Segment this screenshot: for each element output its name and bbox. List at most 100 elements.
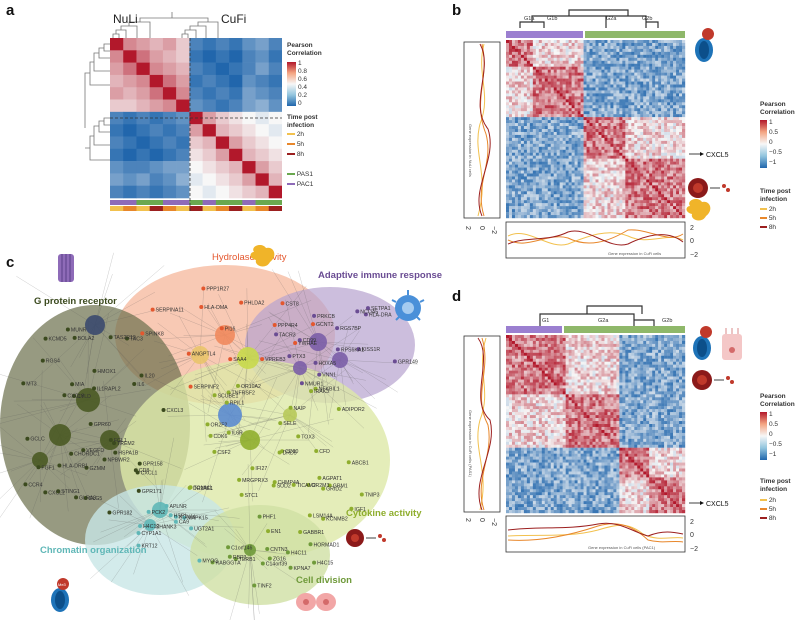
network-hub-node[interactable] <box>332 352 348 368</box>
gene-node[interactable] <box>81 448 86 453</box>
gene-node[interactable] <box>312 560 317 565</box>
gene-node[interactable] <box>228 357 233 362</box>
gene-node[interactable] <box>257 514 262 519</box>
gene-node[interactable] <box>327 483 332 488</box>
gene-node[interactable] <box>84 465 89 470</box>
gene-node[interactable] <box>146 509 151 514</box>
gene-node[interactable] <box>212 449 217 454</box>
gene-node[interactable] <box>25 436 30 441</box>
network-hub-node[interactable] <box>215 325 235 345</box>
gene-node[interactable] <box>272 480 277 485</box>
network-hub-node[interactable] <box>283 408 297 422</box>
gene-node[interactable] <box>314 449 319 454</box>
gene-node[interactable] <box>288 405 293 410</box>
network-hub-node[interactable] <box>237 347 259 369</box>
gene-node[interactable] <box>168 513 173 518</box>
network-hub-node[interactable] <box>240 430 260 450</box>
gene-node[interactable] <box>65 327 70 332</box>
gene-node[interactable] <box>321 486 326 491</box>
gene-node[interactable] <box>40 358 45 363</box>
gene-node[interactable] <box>197 558 202 563</box>
gene-node[interactable] <box>346 460 351 465</box>
gene-node[interactable] <box>363 312 368 317</box>
gene-node[interactable] <box>74 495 79 500</box>
gene-node[interactable] <box>173 514 178 519</box>
gene-node[interactable] <box>224 400 229 405</box>
gene-node[interactable] <box>136 531 141 536</box>
gene-node[interactable] <box>205 422 210 427</box>
gene-node[interactable] <box>313 386 318 391</box>
gene-node[interactable] <box>335 347 340 352</box>
gene-node[interactable] <box>138 523 143 528</box>
gene-node[interactable] <box>308 542 313 547</box>
gene-node[interactable] <box>92 368 97 373</box>
gene-node[interactable] <box>313 360 318 365</box>
gene-node[interactable] <box>336 407 341 412</box>
gene-node[interactable] <box>260 357 265 362</box>
gene-node[interactable] <box>271 483 276 488</box>
gene-node[interactable] <box>23 482 28 487</box>
gene-node[interactable] <box>62 393 67 398</box>
network-hub-node[interactable] <box>309 333 327 351</box>
gene-node[interactable] <box>112 441 117 446</box>
gene-node[interactable] <box>43 490 48 495</box>
gene-node[interactable] <box>239 300 244 305</box>
gene-node[interactable] <box>43 336 48 341</box>
gene-node[interactable] <box>278 421 283 426</box>
gene-node[interactable] <box>312 313 317 318</box>
gene-node[interactable] <box>307 513 312 518</box>
gene-node[interactable] <box>124 336 129 341</box>
gene-node[interactable] <box>288 565 293 570</box>
gene-node[interactable] <box>136 488 141 493</box>
gene-node[interactable] <box>274 332 279 337</box>
gene-node[interactable] <box>335 326 340 331</box>
gene-node[interactable] <box>137 461 142 466</box>
gene-node[interactable] <box>293 340 298 345</box>
gene-node[interactable] <box>297 338 302 343</box>
gene-node[interactable] <box>239 492 244 497</box>
network-hub-node[interactable] <box>244 544 256 556</box>
gene-node[interactable] <box>164 504 169 509</box>
network-hub-node[interactable] <box>152 502 168 518</box>
gene-node[interactable] <box>359 492 364 497</box>
gene-node[interactable] <box>321 516 326 521</box>
gene-node[interactable] <box>212 393 217 398</box>
gene-node[interactable] <box>226 545 231 550</box>
gene-node[interactable] <box>36 465 41 470</box>
gene-node[interactable] <box>139 373 144 378</box>
gene-node[interactable] <box>186 351 191 356</box>
network-hub-node[interactable] <box>76 388 100 412</box>
gene-node[interactable] <box>311 322 316 327</box>
gene-node[interactable] <box>70 382 75 387</box>
gene-node[interactable] <box>285 550 290 555</box>
gene-node[interactable] <box>296 434 301 439</box>
gene-node[interactable] <box>140 331 145 336</box>
gene-node[interactable] <box>57 463 62 468</box>
gene-node[interactable] <box>227 554 232 559</box>
gene-node[interactable] <box>355 309 360 314</box>
network-hub-node[interactable] <box>49 424 71 446</box>
gene-node[interactable] <box>208 433 213 438</box>
gene-node[interactable] <box>21 381 26 386</box>
gene-node[interactable] <box>349 506 354 511</box>
gene-node[interactable] <box>237 477 242 482</box>
gene-node[interactable] <box>267 556 272 561</box>
gene-node[interactable] <box>72 335 77 340</box>
gene-node[interactable] <box>219 326 224 331</box>
network-hub-node[interactable] <box>32 452 48 468</box>
gene-node[interactable] <box>392 359 397 364</box>
gene-node[interactable] <box>317 372 322 377</box>
network-hub-node[interactable] <box>85 315 105 335</box>
gene-node[interactable] <box>306 483 311 488</box>
gene-node[interactable] <box>150 524 155 529</box>
gene-node[interactable] <box>266 529 271 534</box>
gene-node[interactable] <box>132 381 137 386</box>
gene-node[interactable] <box>250 466 255 471</box>
gene-node[interactable] <box>356 347 361 352</box>
gene-node[interactable] <box>56 489 61 494</box>
gene-node[interactable] <box>189 526 194 531</box>
gene-node[interactable] <box>201 286 206 291</box>
gene-node[interactable] <box>187 485 192 490</box>
gene-node[interactable] <box>161 408 166 413</box>
gene-node[interactable] <box>107 510 112 515</box>
